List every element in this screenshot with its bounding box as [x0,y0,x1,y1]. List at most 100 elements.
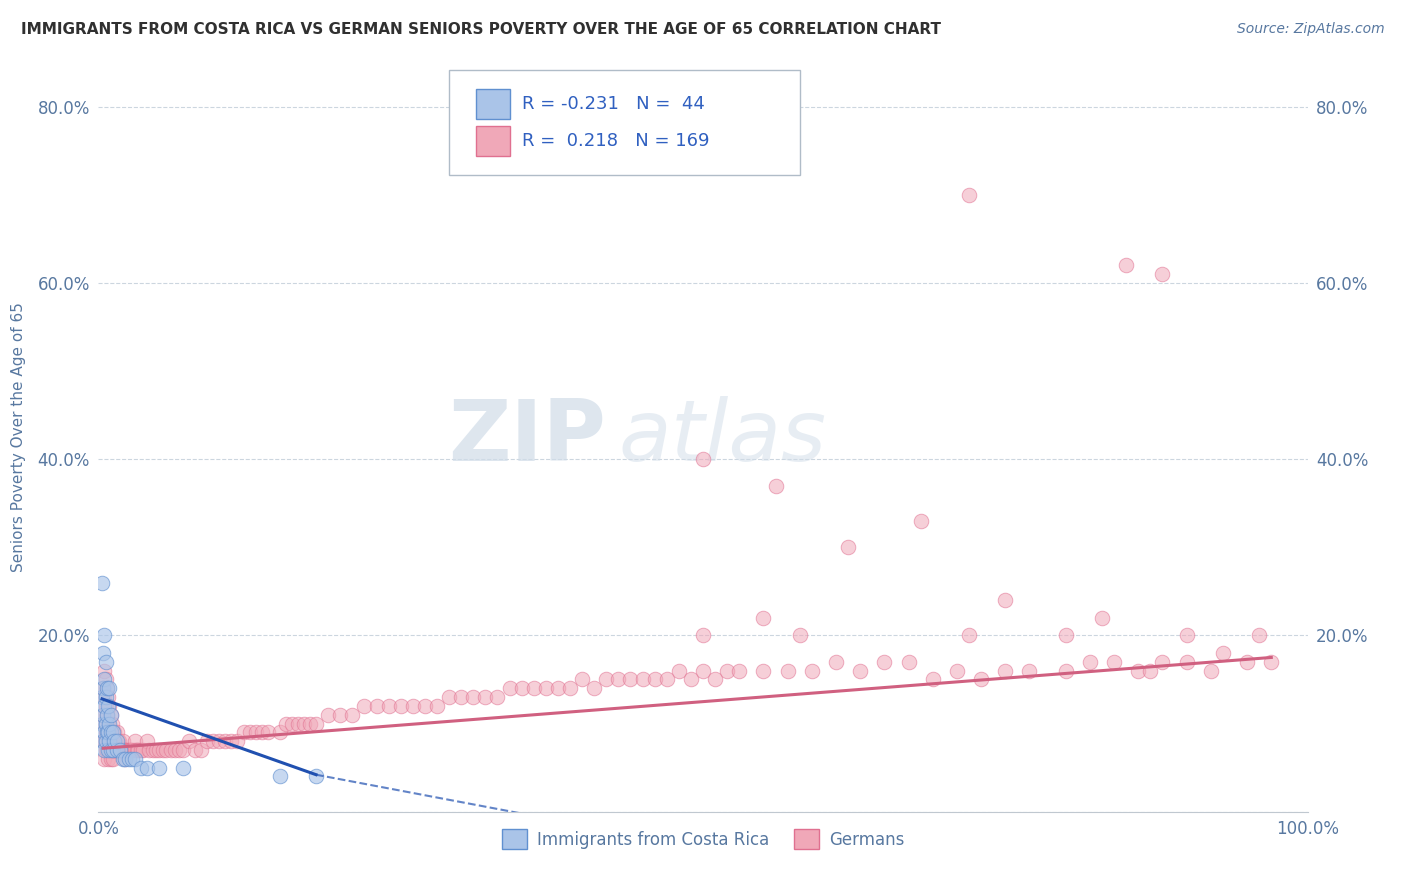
Point [94,734,117,748]
Point [800,664,823,678]
Point [129,761,152,775]
Point [96,707,118,722]
Point [112,743,135,757]
Point [776,664,799,678]
Point [644,673,666,687]
Point [97,725,120,739]
Point [103,725,125,739]
Point [463,690,485,705]
Point [114,752,136,766]
Point [91,734,114,748]
Point [91,646,114,660]
Point [103,734,125,748]
Point [135,734,157,748]
Point [93,673,115,687]
Point [547,681,569,696]
Point [105,734,128,748]
Point [94,725,117,739]
Point [256,725,278,739]
Point [118,743,141,757]
Bar [475,126,509,156]
Point [1054,628,1077,642]
Point [269,769,291,783]
Point [970,673,993,687]
Point [93,698,115,713]
Point [101,752,124,766]
Point [752,611,775,625]
Point [239,725,262,739]
Point [534,681,557,696]
Point [765,478,787,492]
Point [179,734,201,748]
Point [789,628,811,642]
Point [107,743,129,757]
Point [510,681,533,696]
Point [631,673,654,687]
Point [96,681,118,696]
Point [1152,655,1174,669]
Point [96,725,118,739]
Point [232,725,254,739]
Point [353,698,375,713]
Text: atlas: atlas [619,395,827,479]
Point [342,707,364,722]
Point [1078,655,1101,669]
Point [142,743,165,757]
Point [1260,655,1282,669]
Point [91,707,114,722]
Point [946,664,969,678]
Point [299,716,322,731]
Text: Source: ZipAtlas.com: Source: ZipAtlas.com [1237,22,1385,37]
Point [91,716,114,731]
Point [571,673,593,687]
Point [486,690,509,705]
Point [124,743,146,757]
Point [108,734,131,748]
Text: IMMIGRANTS FROM COSTA RICA VS GERMAN SENIORS POVERTY OVER THE AGE OF 65 CORRELAT: IMMIGRANTS FROM COSTA RICA VS GERMAN SEN… [21,22,941,37]
Point [93,725,115,739]
Point [329,707,352,722]
Point [1212,646,1234,660]
Point [413,698,436,713]
Point [97,743,120,757]
Point [366,698,388,713]
Point [100,743,122,757]
Point [1139,664,1161,678]
Point [97,752,120,766]
Point [98,734,121,748]
Point [305,716,328,731]
Point [100,743,122,757]
Point [94,673,117,687]
Point [105,743,128,757]
Point [100,725,122,739]
Point [910,514,932,528]
Text: R =  0.218   N = 169: R = 0.218 N = 169 [522,132,709,150]
Point [115,743,138,757]
Point [1249,628,1271,642]
Point [101,743,124,757]
Point [426,698,449,713]
Point [138,743,160,757]
Point [208,734,231,748]
FancyBboxPatch shape [449,70,800,175]
Point [704,673,727,687]
Point [93,628,115,642]
Point [1152,267,1174,281]
Point [825,655,848,669]
Point [281,716,304,731]
Point [129,743,152,757]
Point [607,673,630,687]
Point [1175,655,1198,669]
Point [145,743,167,757]
Point [1018,664,1040,678]
Point [523,681,546,696]
Point [214,734,236,748]
Point [668,664,690,678]
Point [103,743,125,757]
Point [292,716,315,731]
Point [583,681,606,696]
Point [226,734,249,748]
Point [118,752,141,766]
Point [402,698,425,713]
Point [98,743,121,757]
